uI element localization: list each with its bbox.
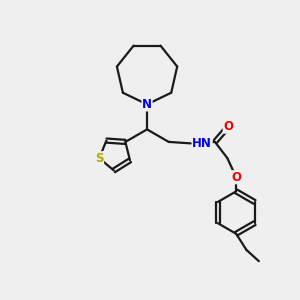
Text: O: O <box>223 120 233 133</box>
Text: N: N <box>142 98 152 111</box>
Text: O: O <box>231 171 241 184</box>
Text: HN: HN <box>192 137 212 150</box>
Text: S: S <box>95 152 103 165</box>
